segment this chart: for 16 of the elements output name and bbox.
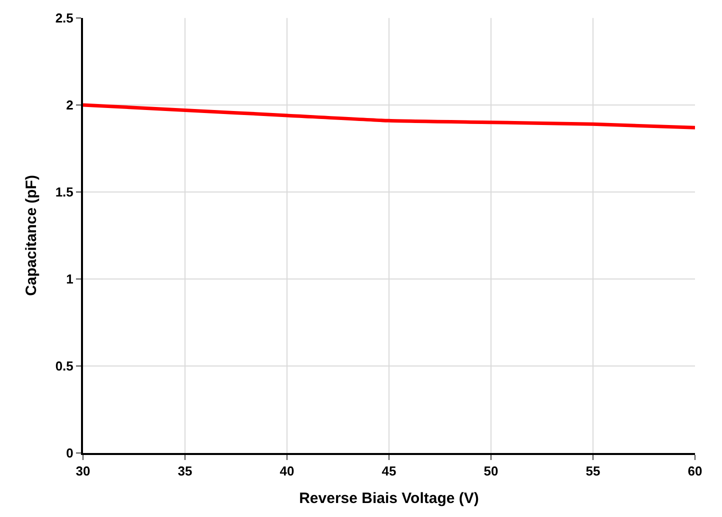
x-tick-label: 30 <box>76 464 90 479</box>
y-tick-label: 1.5 <box>55 184 74 200</box>
x-tick-label: 35 <box>178 464 192 479</box>
x-tick-label: 60 <box>688 464 702 479</box>
x-tick-label: 50 <box>484 464 498 479</box>
y-tick-label: 1 <box>66 272 74 287</box>
line-series <box>83 103 695 130</box>
y-tick-label: 0.5 <box>55 358 74 374</box>
y-tick-label: 0 <box>66 446 74 461</box>
y-axis-title: Capacitance (pF) <box>23 175 40 296</box>
y-tick-label: 2.5 <box>55 10 74 26</box>
x-tick-label: 45 <box>382 464 396 479</box>
x-tick-label: 40 <box>280 464 294 479</box>
x-tick-label: 55 <box>586 464 600 479</box>
y-tick-label: 2 <box>66 98 74 113</box>
x-axis-title: Reverse Biais Voltage (V) <box>299 490 479 508</box>
